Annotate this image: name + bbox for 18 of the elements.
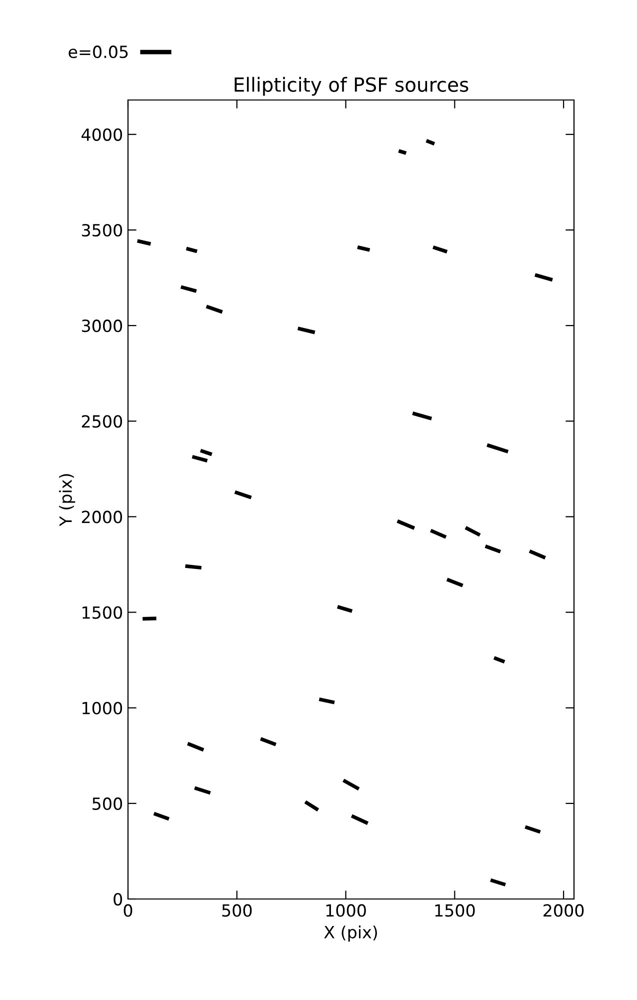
legend-label: e=0.05 <box>68 46 128 58</box>
x-tick-label: 0 <box>124 904 132 917</box>
chart-title: Ellipticity of PSF sources <box>234 76 468 96</box>
y-tick-label: 1500 <box>82 606 122 619</box>
y-tick-label: 3500 <box>82 224 122 237</box>
y-tick-label: 2000 <box>82 510 122 524</box>
x-tick-label: 500 <box>222 904 252 917</box>
x-tick-label: 2000 <box>544 904 584 917</box>
y-tick-label: 0 <box>114 892 122 906</box>
x-tick-label: 1500 <box>435 904 475 917</box>
x-axis-title: X (pix) <box>324 926 377 942</box>
y-tick-label: 4000 <box>82 128 122 141</box>
y-axis-title: Y (pix) <box>59 474 76 526</box>
x-tick-label: 1000 <box>326 904 366 917</box>
y-tick-label: 2500 <box>82 415 122 428</box>
y-tick-label: 500 <box>92 797 122 810</box>
y-tick-label: 1000 <box>82 702 122 714</box>
y-tick-label: 3000 <box>82 320 122 332</box>
